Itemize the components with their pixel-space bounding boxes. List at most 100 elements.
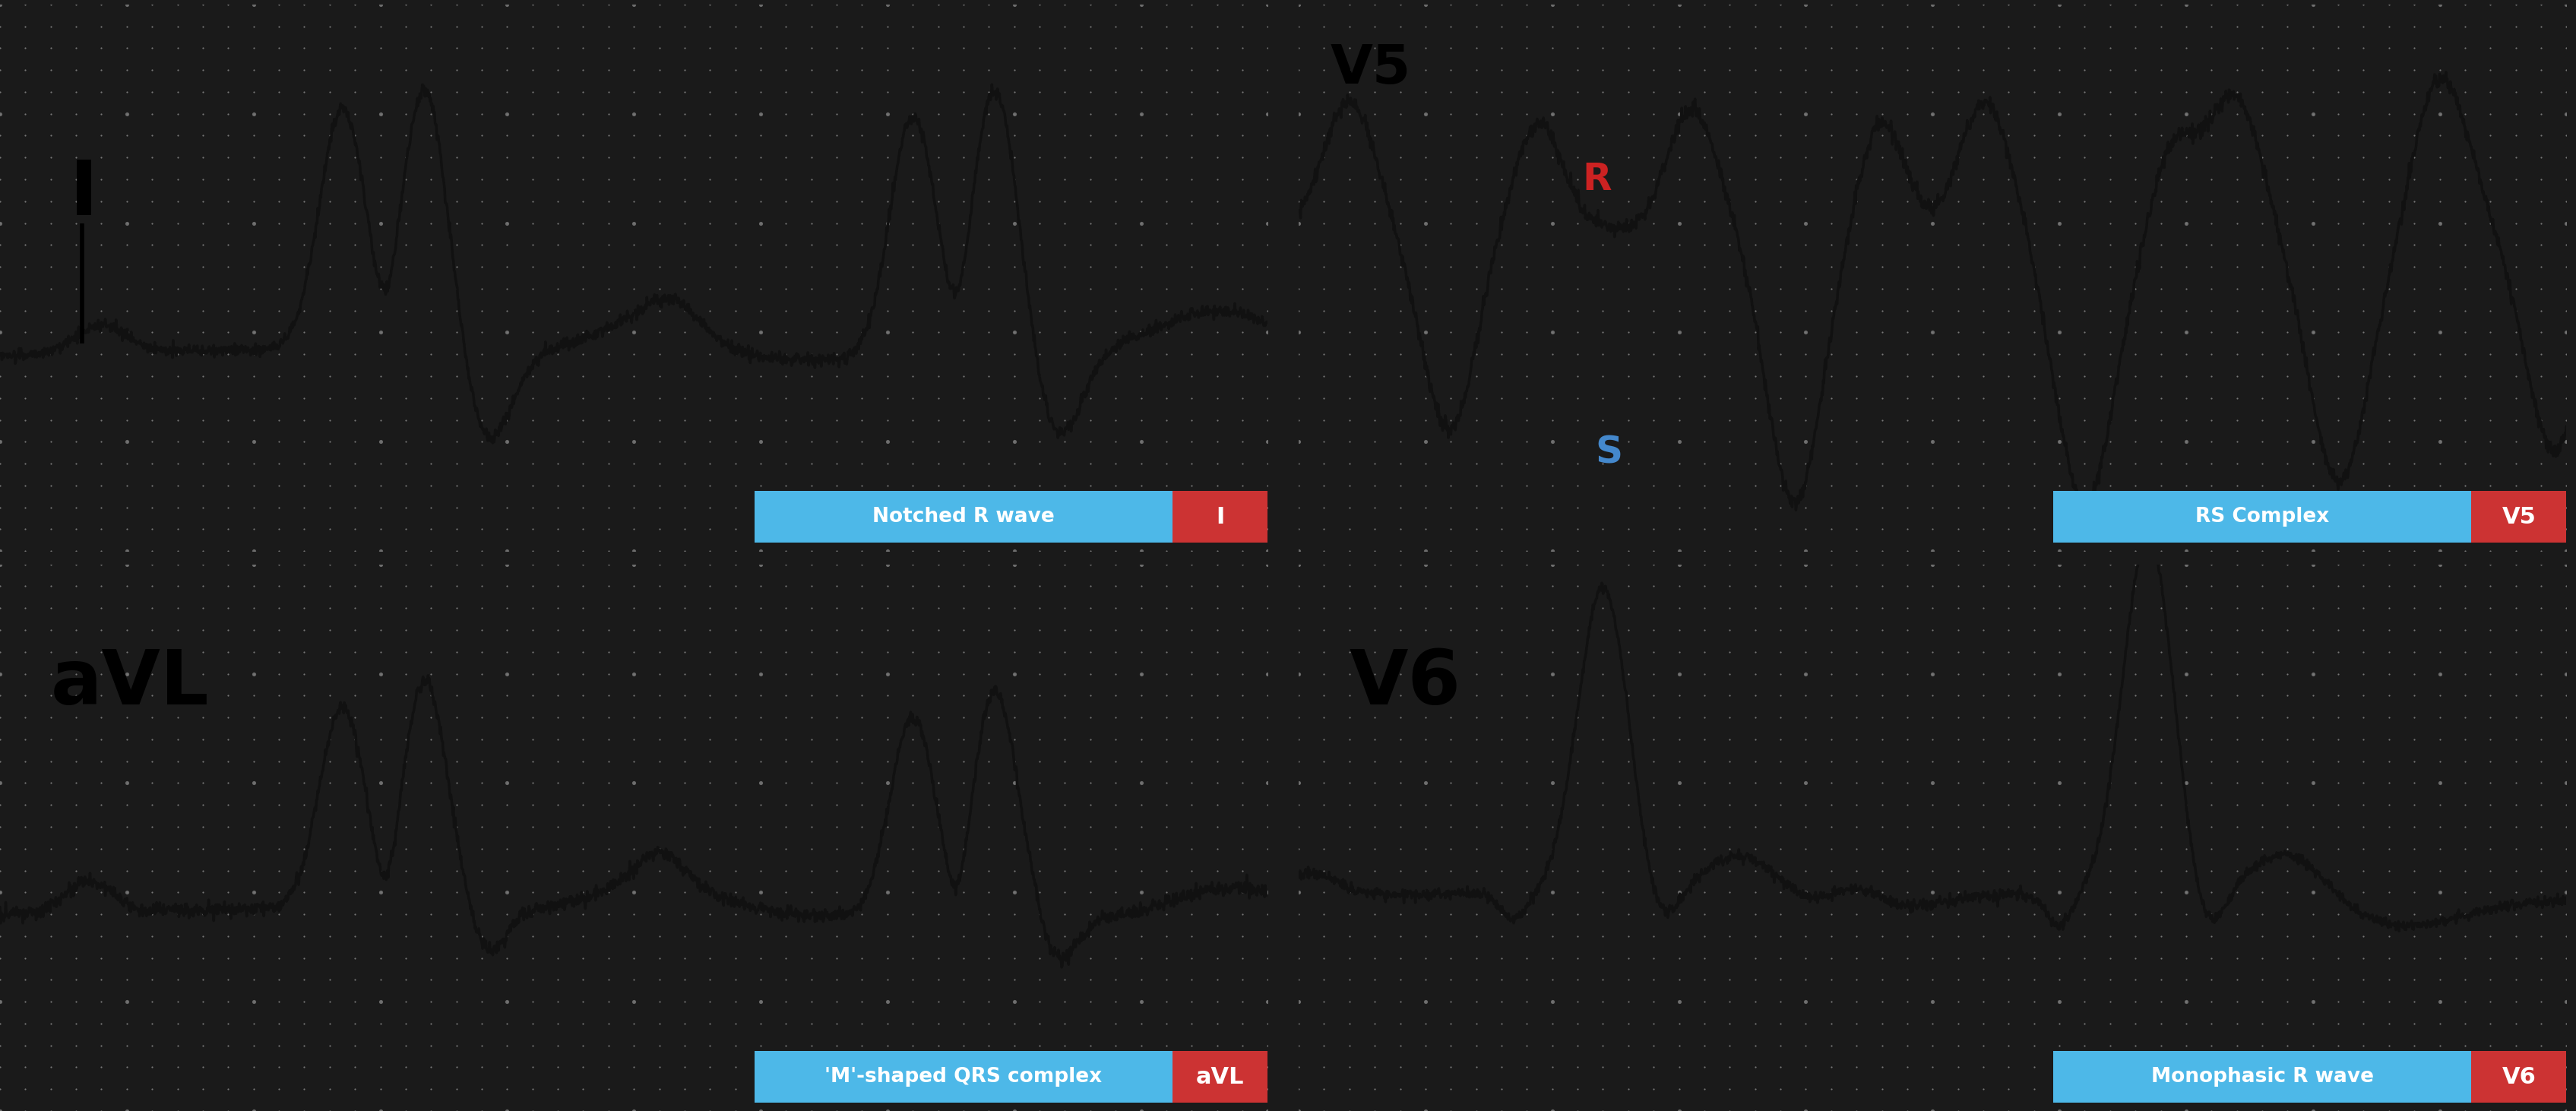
Point bbox=[2445, 862, 2486, 880]
Point bbox=[2445, 127, 2486, 144]
Point bbox=[513, 730, 554, 748]
Point bbox=[2038, 1080, 2079, 1098]
Point bbox=[1069, 258, 1110, 276]
Point bbox=[131, 621, 173, 639]
Point bbox=[1556, 214, 1597, 232]
Point bbox=[2115, 104, 2156, 122]
Point bbox=[1607, 752, 1649, 770]
Point bbox=[2342, 643, 2383, 661]
Point bbox=[2545, 39, 2576, 57]
Point bbox=[714, 1014, 755, 1032]
Point bbox=[361, 993, 402, 1011]
Point bbox=[1937, 795, 1978, 813]
Point bbox=[1329, 664, 1370, 682]
Point bbox=[1355, 1059, 1396, 1077]
Point bbox=[1582, 61, 1623, 79]
Point bbox=[157, 1037, 198, 1054]
Point bbox=[891, 520, 933, 538]
Point bbox=[258, 236, 299, 253]
Point bbox=[1708, 1080, 1749, 1098]
Point bbox=[106, 993, 147, 1011]
Point bbox=[335, 520, 376, 538]
Point bbox=[1886, 477, 1927, 494]
Point bbox=[1043, 1059, 1084, 1077]
Point bbox=[2468, 411, 2509, 429]
Point bbox=[2519, 774, 2561, 792]
Point bbox=[1963, 599, 2004, 617]
Point bbox=[106, 542, 147, 560]
Point bbox=[2419, 214, 2460, 232]
Point bbox=[1221, 411, 1262, 429]
Point bbox=[1481, 621, 1522, 639]
Point bbox=[1430, 709, 1471, 727]
Point bbox=[2293, 883, 2334, 901]
Point bbox=[1607, 83, 1649, 101]
Point bbox=[739, 687, 781, 704]
Point bbox=[1682, 411, 1723, 429]
Point bbox=[1834, 687, 1875, 704]
Point bbox=[791, 0, 832, 13]
Point bbox=[1378, 0, 1419, 13]
Point bbox=[2393, 730, 2434, 748]
Point bbox=[2445, 993, 2486, 1011]
Point bbox=[1834, 664, 1875, 682]
Point bbox=[613, 499, 654, 517]
Point bbox=[1481, 664, 1522, 682]
Point bbox=[891, 411, 933, 429]
Point bbox=[410, 127, 451, 144]
Point bbox=[106, 1102, 147, 1111]
Point bbox=[57, 127, 98, 144]
Point bbox=[2519, 795, 2561, 813]
Point bbox=[2367, 280, 2409, 298]
Text: V5: V5 bbox=[1329, 42, 1412, 96]
Point bbox=[817, 556, 858, 573]
Point bbox=[1247, 104, 1288, 122]
Point bbox=[943, 774, 984, 792]
Point bbox=[435, 104, 477, 122]
Point bbox=[2164, 556, 2205, 573]
Point bbox=[513, 949, 554, 967]
Point bbox=[2494, 862, 2535, 880]
Point bbox=[283, 499, 325, 517]
Point bbox=[1404, 1059, 1445, 1077]
Point bbox=[335, 818, 376, 835]
Point bbox=[2089, 752, 2130, 770]
Point bbox=[2241, 61, 2282, 79]
Point bbox=[562, 643, 603, 661]
Point bbox=[410, 1102, 451, 1111]
Point bbox=[410, 302, 451, 320]
Point bbox=[994, 752, 1036, 770]
Point bbox=[461, 83, 502, 101]
Point bbox=[1556, 1102, 1597, 1111]
Point bbox=[1937, 127, 1978, 144]
Point bbox=[2115, 39, 2156, 57]
Point bbox=[1247, 61, 1288, 79]
Point bbox=[106, 149, 147, 167]
Point bbox=[2419, 971, 2460, 989]
Point bbox=[1708, 477, 1749, 494]
Point bbox=[131, 818, 173, 835]
Point bbox=[665, 949, 706, 967]
Point bbox=[1860, 1080, 1901, 1098]
Point bbox=[1911, 556, 1953, 573]
Point bbox=[639, 346, 680, 363]
Point bbox=[2141, 928, 2182, 945]
Point bbox=[1018, 664, 1059, 682]
Point bbox=[2519, 236, 2561, 253]
Point bbox=[2468, 795, 2509, 813]
Point bbox=[384, 0, 425, 13]
Point bbox=[1785, 323, 1826, 341]
Point bbox=[31, 862, 72, 880]
Point bbox=[1481, 192, 1522, 210]
Point bbox=[461, 818, 502, 835]
Point bbox=[1455, 599, 1497, 617]
Point bbox=[2519, 302, 2561, 320]
Point bbox=[1785, 1080, 1826, 1098]
Point bbox=[1329, 578, 1370, 595]
Point bbox=[587, 214, 629, 232]
Point bbox=[1329, 214, 1370, 232]
Point bbox=[2190, 599, 2231, 617]
Point bbox=[2367, 928, 2409, 945]
Point bbox=[2468, 520, 2509, 538]
Point bbox=[157, 454, 198, 472]
